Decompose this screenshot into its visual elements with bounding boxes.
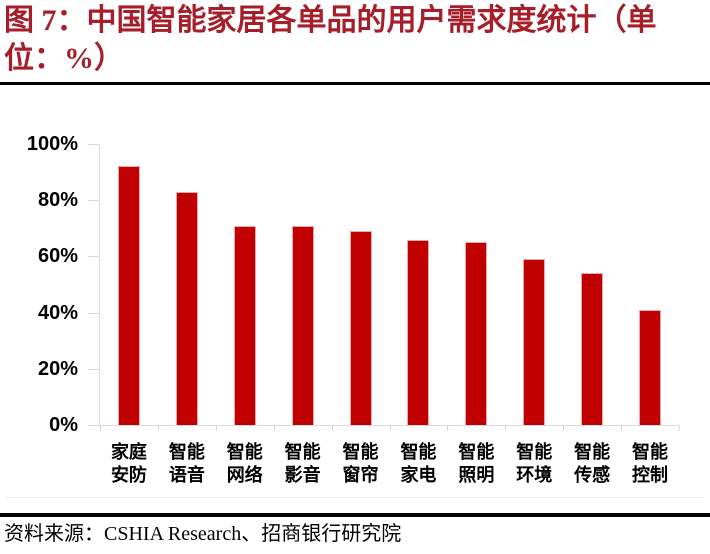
bar-智能控制 <box>639 309 662 425</box>
bar-智能影音 <box>291 225 314 425</box>
y-tick-label: 0% <box>49 414 78 436</box>
category-label: 智能 语音 <box>168 442 205 485</box>
category-label: 智能 影音 <box>284 442 321 485</box>
bar-智能环境 <box>523 259 546 425</box>
category-label: 智能 照明 <box>458 442 495 485</box>
bar-slot: 智能 照明 <box>447 144 505 485</box>
figure-title: 图 7：中国智能家居各单品的用户需求度统计（单位：%） <box>4 4 657 75</box>
y-tick-label: 100% <box>26 133 78 155</box>
x-tick-mark <box>215 426 217 431</box>
demand-bar-chart: 家庭 安防 智能 语音 智能 网络 智能 影音 智能 窗帘 智能 家电 智能 照明 智能 环境… <box>0 90 710 498</box>
source-note: 资料来源：CSHIA Research、招商银行研究院 <box>4 523 402 545</box>
x-tick-mark <box>679 426 680 431</box>
x-tick-mark <box>100 426 101 431</box>
category-label: 智能 家电 <box>400 442 437 485</box>
y-tick-label: 20% <box>37 357 78 380</box>
x-tick-mark <box>621 426 623 431</box>
bar-智能传感 <box>581 273 604 425</box>
bar-slot: 智能 影音 <box>274 144 332 485</box>
footer-separator-line <box>0 513 710 517</box>
bar-智能窗帘 <box>349 231 372 425</box>
category-label: 家庭 安防 <box>110 442 147 485</box>
bar-slot: 智能 语音 <box>158 144 216 485</box>
title-separator-line <box>0 82 710 85</box>
y-tick-mark <box>88 425 99 426</box>
category-label: 智能 控制 <box>632 442 669 485</box>
y-tick-mark <box>88 368 99 370</box>
bar-智能家电 <box>407 239 430 425</box>
bar-slot: 家庭 安防 <box>100 144 158 485</box>
bar-slot: 智能 传感 <box>563 144 621 485</box>
x-tick-mark <box>447 426 449 431</box>
y-tick-mark <box>88 256 99 258</box>
bar-智能语音 <box>175 191 198 425</box>
category-label: 智能 传感 <box>574 442 611 485</box>
y-tick-mark <box>88 200 99 202</box>
y-tick-mark <box>88 312 99 314</box>
bar-slot: 智能 网络 <box>216 144 274 485</box>
x-tick-mark <box>505 426 507 431</box>
bar-slot: 智能 控制 <box>621 144 679 485</box>
category-label: 智能 网络 <box>226 442 263 485</box>
x-tick-mark <box>389 426 391 431</box>
x-tick-mark <box>331 426 333 431</box>
category-label: 智能 环境 <box>516 442 553 485</box>
bar-家庭安防 <box>117 166 140 425</box>
y-tick-label: 40% <box>37 301 78 324</box>
category-label: 智能 窗帘 <box>342 442 379 485</box>
chart-bottom-border <box>6 497 704 498</box>
y-tick-mark <box>88 144 99 145</box>
x-tick-mark <box>157 426 159 431</box>
bar-slot: 智能 环境 <box>505 144 563 485</box>
bar-slot: 智能 家电 <box>390 144 448 485</box>
x-tick-mark <box>273 426 275 431</box>
plot-area: 家庭 安防 智能 语音 智能 网络 智能 影音 智能 窗帘 智能 家电 智能 照明 智能 环境… <box>88 144 680 485</box>
bar-智能网络 <box>233 225 256 425</box>
y-tick-label: 80% <box>37 189 78 212</box>
bar-智能照明 <box>465 242 488 425</box>
y-tick-label: 60% <box>37 245 78 268</box>
bar-slot: 智能 窗帘 <box>332 144 390 485</box>
x-tick-mark <box>563 426 565 431</box>
